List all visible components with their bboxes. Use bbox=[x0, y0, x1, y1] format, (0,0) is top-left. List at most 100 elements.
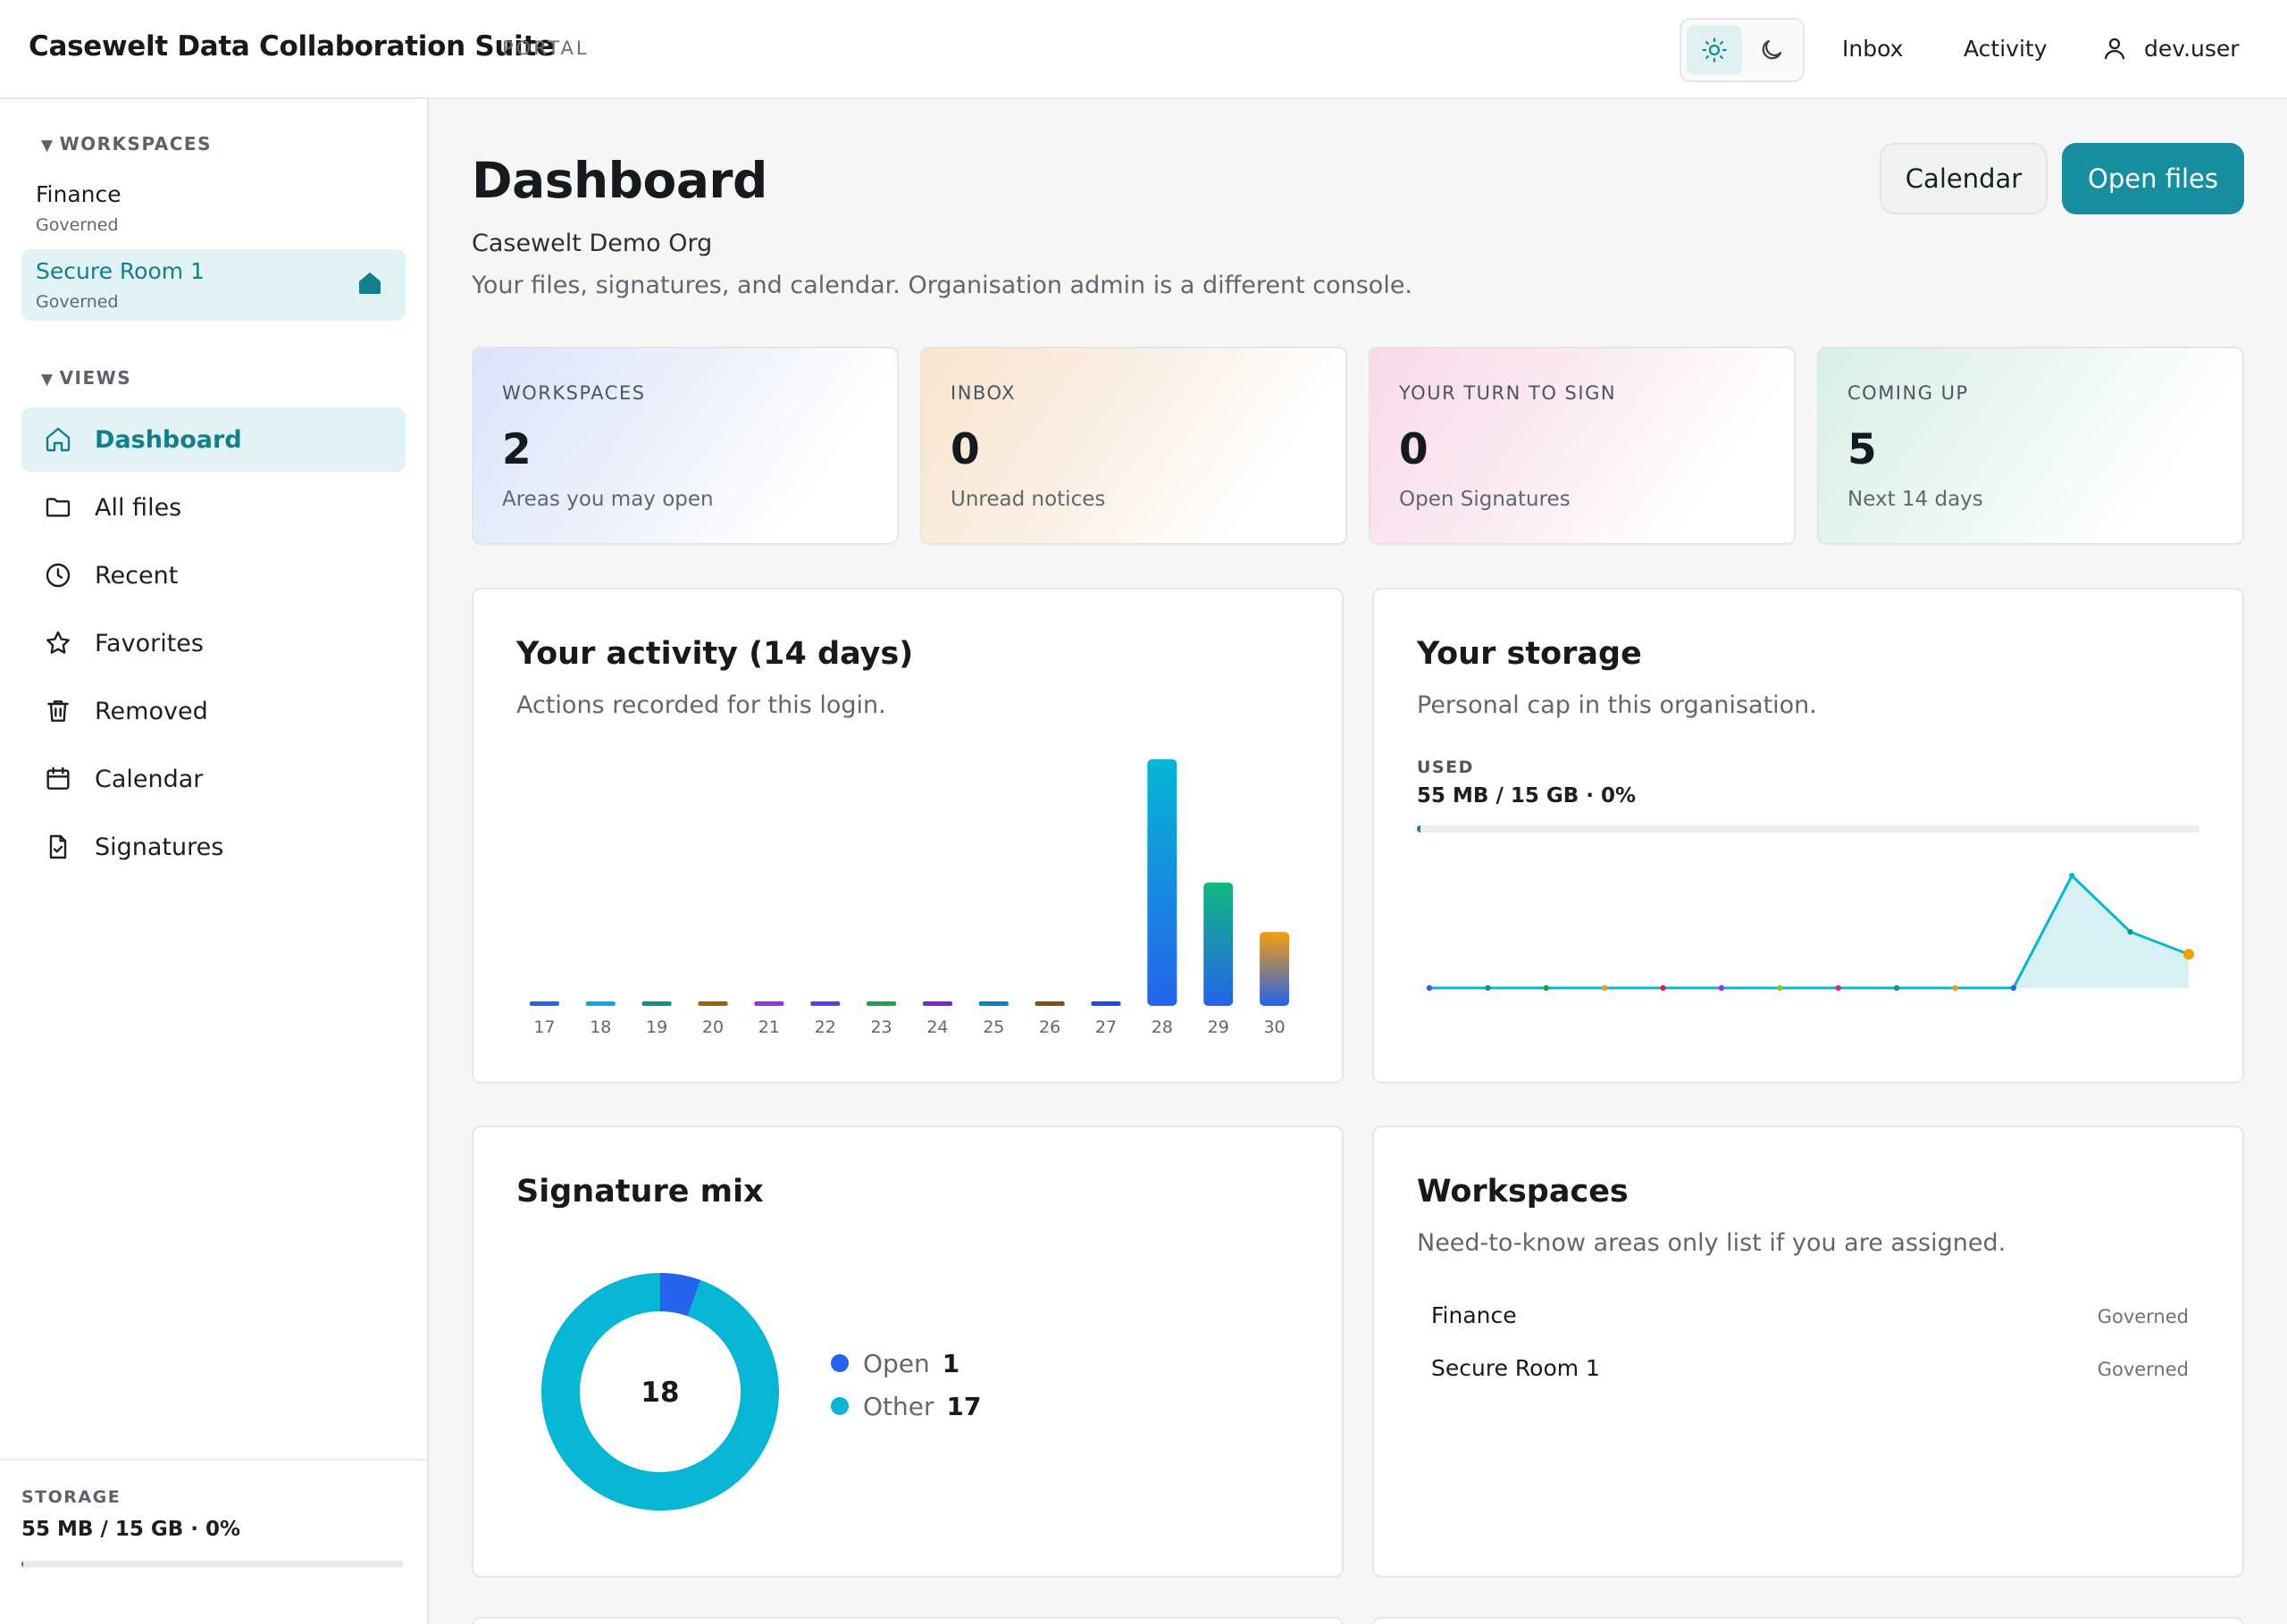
workspace-row[interactable]: Finance Governed bbox=[1431, 1295, 2189, 1340]
signature-donut-chart: 18 bbox=[541, 1273, 779, 1511]
legend-name: Open bbox=[863, 1348, 930, 1378]
storage-point[interactable] bbox=[1485, 984, 1491, 992]
brand-tag: PORTAL bbox=[502, 38, 590, 59]
activity-bar[interactable] bbox=[978, 1001, 1009, 1006]
activity-bar[interactable] bbox=[867, 1001, 897, 1006]
storage-point[interactable] bbox=[2127, 928, 2133, 935]
activity-bar[interactable] bbox=[810, 1001, 841, 1006]
workspace-row[interactable]: Secure Room 1 Governed bbox=[1431, 1348, 2189, 1393]
storage-point[interactable] bbox=[1601, 984, 1608, 992]
activity-title: Your activity (14 days) bbox=[516, 636, 914, 672]
signature-legend: Open 1 Other 17 bbox=[831, 1342, 981, 1427]
storage-point[interactable] bbox=[1777, 984, 1783, 992]
sidebar-item-recent[interactable]: Recent bbox=[21, 543, 406, 607]
legend-value: 17 bbox=[946, 1391, 982, 1421]
nav-activity[interactable]: Activity bbox=[1964, 36, 2048, 62]
sidebar-storage: STORAGE 55 MB / 15 GB · 0% bbox=[0, 1459, 427, 1624]
user-icon bbox=[2104, 38, 2125, 60]
activity-bar[interactable] bbox=[1203, 883, 1234, 1006]
storage-progress-fill bbox=[21, 1561, 23, 1568]
sidebar-item-label: Recent bbox=[95, 561, 179, 590]
open-files-button[interactable]: Open files bbox=[2062, 143, 2244, 214]
sidebar-item-label: Favorites bbox=[95, 629, 204, 657]
views-heading[interactable]: ▼ VIEWS bbox=[41, 367, 132, 389]
storage-point[interactable] bbox=[1660, 984, 1666, 992]
used-value: 55 MB / 15 GB · 0% bbox=[1417, 784, 1637, 808]
activity-bar[interactable] bbox=[1147, 759, 1177, 1006]
activity-bar[interactable] bbox=[922, 1001, 952, 1006]
stat-label: YOUR TURN TO SIGN bbox=[1399, 382, 1617, 404]
stat-card-your-turn-to-sign[interactable]: YOUR TURN TO SIGN 0 Open Signatures bbox=[1369, 347, 1796, 545]
calendar-icon bbox=[43, 764, 73, 794]
stat-label: WORKSPACES bbox=[502, 382, 646, 404]
sidebar-item-removed[interactable]: Removed bbox=[21, 679, 406, 743]
storage-point[interactable] bbox=[2183, 949, 2194, 960]
home-icon bbox=[43, 424, 73, 455]
stat-card-workspaces[interactable]: WORKSPACES 2 Areas you may open bbox=[472, 347, 899, 545]
storage-point[interactable] bbox=[2010, 984, 2017, 992]
sidebar-item-signatures[interactable]: Signatures bbox=[21, 815, 406, 879]
activity-panel: Your activity (14 days) Actions recorded… bbox=[472, 588, 1344, 1084]
activity-tick-label: 19 bbox=[646, 1017, 667, 1037]
sidebar-workspace-finance[interactable]: Finance Governed bbox=[21, 172, 406, 244]
stat-value: 0 bbox=[951, 425, 980, 474]
lower-panel-left bbox=[472, 1617, 1344, 1624]
workspaces-heading[interactable]: ▼ WORKSPACES bbox=[41, 133, 212, 155]
activity-tick-label: 25 bbox=[983, 1017, 1004, 1037]
activity-bar[interactable] bbox=[1035, 1001, 1065, 1006]
activity-bar[interactable] bbox=[529, 1001, 559, 1006]
storage-line bbox=[1429, 873, 2190, 990]
brand-title[interactable]: Casewelt Data Collaboration Suite bbox=[29, 30, 555, 63]
storage-point[interactable] bbox=[1426, 984, 1433, 992]
storage-point[interactable] bbox=[1835, 984, 1841, 992]
sun-icon bbox=[1702, 38, 1727, 63]
activity-tick-label: 24 bbox=[926, 1017, 948, 1037]
storage-point[interactable] bbox=[1952, 984, 1958, 992]
activity-bar[interactable] bbox=[1260, 932, 1290, 1006]
sidebar-item-calendar[interactable]: Calendar bbox=[21, 747, 406, 811]
user-name: dev.user bbox=[2144, 35, 2240, 62]
used-progress-bar bbox=[1417, 825, 2199, 833]
stat-value: 0 bbox=[1399, 425, 1428, 474]
activity-tick-label: 20 bbox=[702, 1017, 724, 1037]
user-menu[interactable]: dev.user bbox=[2101, 32, 2240, 64]
sidebar-workspace-secure-room-1[interactable]: Secure Room 1 Governed bbox=[21, 249, 406, 321]
activity-bar[interactable] bbox=[698, 1001, 728, 1006]
storage-point[interactable] bbox=[1718, 984, 1725, 992]
storage-point[interactable] bbox=[1893, 984, 1900, 992]
light-mode-button[interactable] bbox=[1687, 25, 1742, 75]
activity-subtitle: Actions recorded for this login. bbox=[516, 691, 886, 719]
stat-card-inbox[interactable]: INBOX 0 Unread notices bbox=[920, 347, 1347, 545]
stat-value: 2 bbox=[502, 425, 532, 474]
legend-item-other: Other 17 bbox=[831, 1385, 981, 1427]
workspace-row-tag: Governed bbox=[2097, 1306, 2189, 1327]
activity-bar[interactable] bbox=[754, 1001, 784, 1006]
sidebar-item-dashboard[interactable]: Dashboard bbox=[21, 407, 406, 472]
workspace-row-name: Secure Room 1 bbox=[1431, 1355, 1600, 1381]
page-description: Your files, signatures, and calendar. Or… bbox=[472, 272, 1413, 299]
calendar-button[interactable]: Calendar bbox=[1880, 143, 2048, 214]
workspace-row-tag: Governed bbox=[2097, 1359, 2189, 1380]
donut-slice-other[interactable] bbox=[541, 1273, 779, 1511]
activity-tick-label: 27 bbox=[1095, 1017, 1117, 1037]
donut-slice-open[interactable] bbox=[660, 1273, 701, 1317]
storage-point[interactable] bbox=[2069, 873, 2075, 879]
sidebar-item-all-files[interactable]: All files bbox=[21, 475, 406, 540]
activity-bar[interactable] bbox=[641, 1001, 672, 1006]
legend-dot bbox=[831, 1354, 849, 1372]
nav-inbox[interactable]: Inbox bbox=[1842, 36, 1904, 62]
collapse-triangle-icon: ▼ bbox=[41, 371, 54, 389]
activity-bar[interactable] bbox=[1091, 1001, 1121, 1006]
stat-card-coming-up[interactable]: COMING UP 5 Next 14 days bbox=[1817, 347, 2244, 545]
legend-item-open: Open 1 bbox=[831, 1342, 981, 1385]
storage-point[interactable] bbox=[1543, 984, 1549, 992]
dark-mode-button[interactable] bbox=[1744, 25, 1799, 75]
activity-bar[interactable] bbox=[585, 1001, 616, 1006]
clock-icon bbox=[43, 560, 73, 590]
activity-tick-label: 21 bbox=[758, 1017, 780, 1037]
legend-dot bbox=[831, 1397, 849, 1415]
activity-bar-chart: 17 18 19 20 21 22 23 24 25 26 27 28 29 30 bbox=[529, 759, 1290, 1037]
storage-area-fill bbox=[1429, 875, 2189, 988]
sidebar-item-favorites[interactable]: Favorites bbox=[21, 611, 406, 675]
donut-center-label: 18 bbox=[641, 1377, 679, 1409]
